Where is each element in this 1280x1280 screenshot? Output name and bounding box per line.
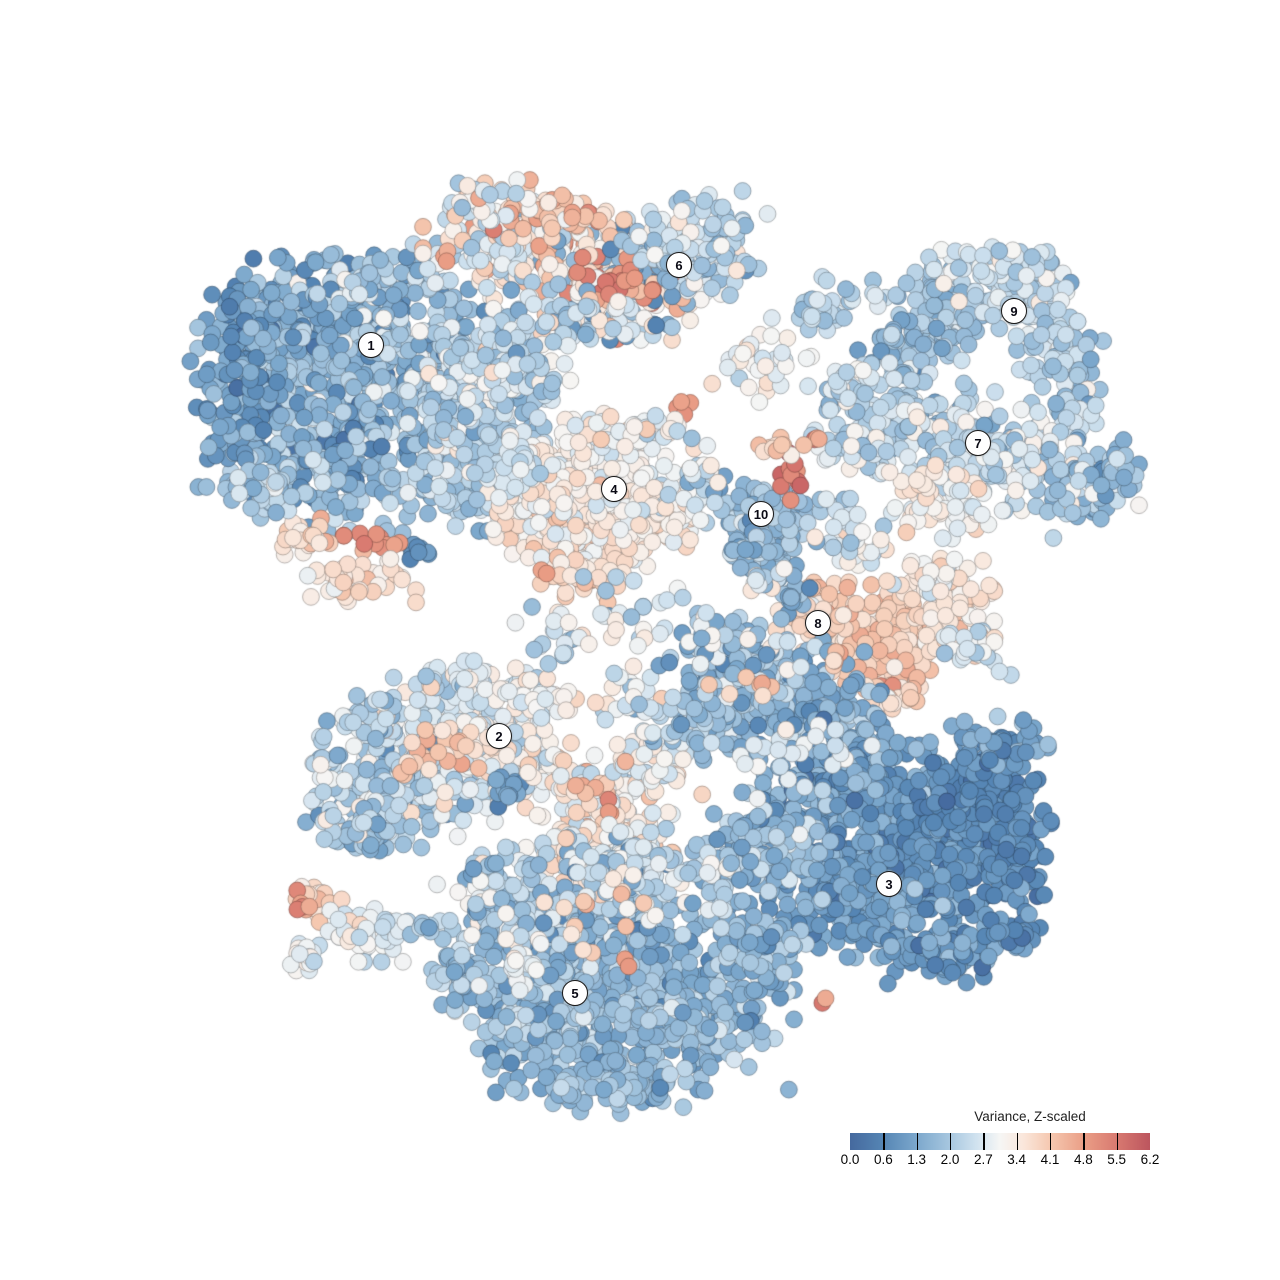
legend-ticklabel: 0.0 [840, 1152, 860, 1167]
cluster-label-5: 5 [562, 980, 588, 1006]
legend-ticklabel: 2.7 [973, 1152, 993, 1167]
legend-ticklabel: 6.2 [1140, 1152, 1160, 1167]
legend-ticklabel: 4.8 [1073, 1152, 1093, 1167]
legend-ticklabel: 3.4 [1007, 1152, 1027, 1167]
legend-tickline [1083, 1133, 1085, 1150]
cluster-label-2: 2 [486, 723, 512, 749]
cluster-label-6: 6 [666, 252, 692, 278]
legend-tickline [1116, 1133, 1119, 1150]
legend-tickline [950, 1133, 952, 1150]
legend-colorbar [850, 1133, 1150, 1150]
cluster-label-3: 3 [876, 871, 902, 897]
legend-ticklabel: 5.5 [1107, 1152, 1127, 1167]
cluster-label-7: 7 [965, 430, 991, 456]
legend-tickline [1016, 1133, 1019, 1150]
legend-ticklabel: 0.6 [873, 1152, 893, 1167]
cluster-label-9: 9 [1001, 298, 1027, 324]
legend-tickline [1050, 1133, 1052, 1150]
legend-title: Variance, Z-scaled [974, 1109, 1086, 1124]
legend-tickline [916, 1133, 919, 1150]
legend-ticklabel: 4.1 [1040, 1152, 1060, 1167]
cluster-label-1: 1 [358, 332, 384, 358]
legend-ticklabel: 1.3 [907, 1152, 927, 1167]
legend-ticklabel: 2.0 [940, 1152, 960, 1167]
cluster-label-4: 4 [601, 476, 627, 502]
cluster-label-8: 8 [805, 610, 831, 636]
cluster-label-10: 10 [748, 501, 774, 527]
legend-tickline [883, 1133, 885, 1150]
legend-tickline [983, 1133, 985, 1150]
